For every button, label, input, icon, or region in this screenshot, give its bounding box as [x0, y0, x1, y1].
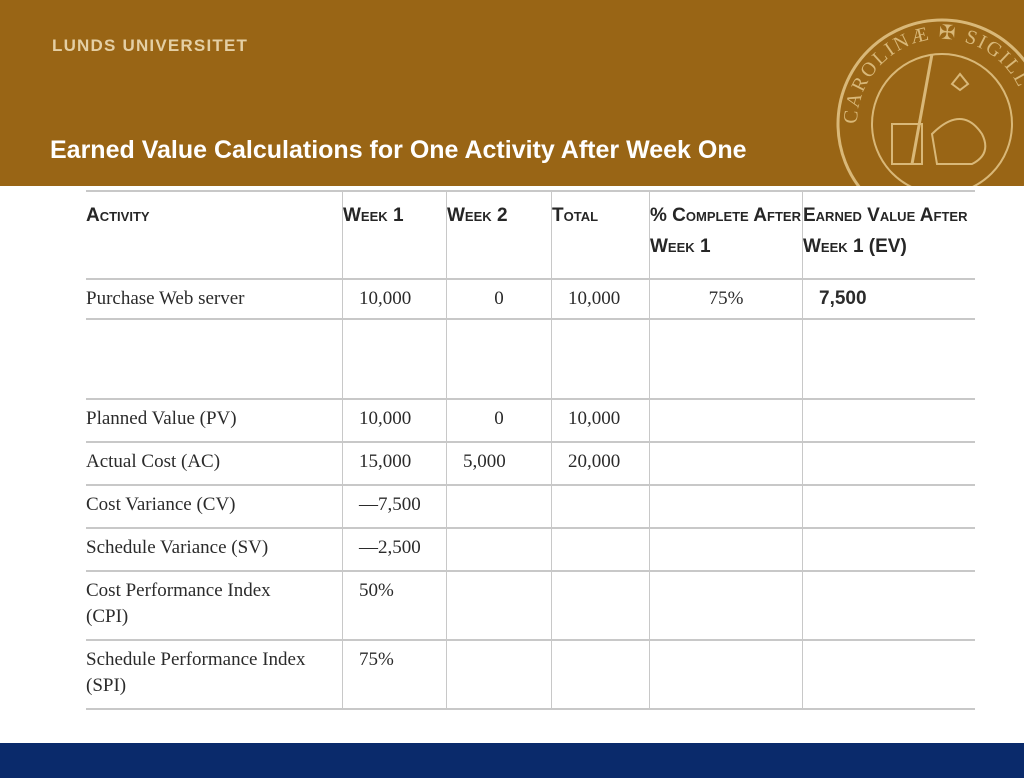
cell-week2: 5,000: [463, 451, 506, 472]
cell-total: [552, 529, 649, 537]
cell-week1: —7,500: [359, 494, 421, 515]
cell-total: [552, 641, 649, 649]
slide-footer-bar: [0, 743, 1024, 778]
cell-percent-complete: [650, 572, 802, 580]
cell-week1: 10,000: [359, 288, 412, 309]
cell-week1: 50%: [359, 580, 394, 601]
table-header-row: Activity Week 1 Week 2 Total % Complete …: [86, 190, 975, 279]
cell-earned-value: [803, 641, 975, 649]
table-row: Schedule Performance Index (SPI) 75%: [86, 639, 975, 710]
slide-title: Earned Value Calculations for One Activi…: [50, 136, 747, 164]
cell-activity: Cost Performance Index (CPI): [86, 580, 271, 627]
cell-week2: [447, 641, 551, 649]
cell-week2: [447, 572, 551, 580]
cell-earned-value: [803, 529, 975, 537]
cell-week1: —2,500: [359, 537, 421, 558]
table-row: Cost Variance (CV) —7,500: [86, 484, 975, 528]
slide-header: LUNDS UNIVERSITET Earned Value Calculati…: [0, 0, 1024, 186]
cell-total: [552, 572, 649, 580]
cell-percent-complete: [650, 443, 802, 451]
table-row: Schedule Variance (SV) —2,500: [86, 527, 975, 571]
cell-week1: [343, 320, 446, 328]
column-header-percent-complete: % Complete After Week 1: [649, 190, 803, 279]
cell-total: [552, 486, 649, 494]
cell-percent-complete: [650, 400, 802, 408]
cell-activity: Actual Cost (AC): [86, 451, 221, 472]
cell-activity: [86, 320, 342, 328]
cell-earned-value: [803, 320, 975, 328]
table-row: Purchase Web server 10,000 0 10,000 75% …: [86, 278, 975, 319]
cell-activity: Schedule Performance Index (SPI): [86, 649, 306, 696]
column-header-total: Total: [551, 190, 650, 279]
cell-week2: [447, 320, 551, 328]
cell-earned-value: [803, 400, 975, 408]
cell-percent-complete: [650, 486, 802, 494]
cell-week1: 10,000: [359, 408, 412, 429]
university-brand: LUNDS UNIVERSITET: [52, 36, 249, 55]
cell-week2: [447, 529, 551, 537]
cell-activity: Cost Variance (CV): [86, 494, 236, 515]
cell-week2: 0: [494, 288, 504, 309]
cell-week1: 15,000: [359, 451, 412, 472]
column-header-activity: Activity: [86, 190, 343, 279]
cell-earned-value: 7,500: [819, 288, 867, 309]
column-header-week2: Week 2: [446, 190, 552, 279]
table-row: Actual Cost (AC) 15,000 5,000 20,000: [86, 441, 975, 485]
cell-earned-value: [803, 572, 975, 580]
cell-week2: [447, 486, 551, 494]
cell-percent-complete: 75%: [708, 288, 744, 309]
cell-total: 20,000: [568, 451, 621, 472]
cell-earned-value: [803, 443, 975, 451]
cell-percent-complete: [650, 529, 802, 537]
column-header-week1: Week 1: [342, 190, 447, 279]
university-seal-icon: CAROLINÆ ✠ SIGILL: [836, 18, 1024, 186]
cell-percent-complete: [650, 320, 802, 328]
cell-total: 10,000: [568, 408, 621, 429]
cell-week2: 0: [494, 408, 504, 429]
cell-activity: Purchase Web server: [86, 288, 245, 309]
cell-activity: Schedule Variance (SV): [86, 537, 269, 558]
table-row: [86, 318, 975, 399]
table-row: Planned Value (PV) 10,000 0 10,000: [86, 398, 975, 442]
table-row: Cost Performance Index (CPI) 50%: [86, 570, 975, 640]
cell-percent-complete: [650, 641, 802, 649]
cell-total: 10,000: [568, 288, 621, 309]
cell-week1: 75%: [359, 649, 394, 670]
earned-value-table: Activity Week 1 Week 2 Total % Complete …: [86, 190, 975, 710]
column-header-earned-value: Earned Value After Week 1 (EV): [802, 190, 975, 279]
cell-total: [552, 320, 649, 328]
cell-earned-value: [803, 486, 975, 494]
cell-activity: Planned Value (PV): [86, 408, 237, 429]
